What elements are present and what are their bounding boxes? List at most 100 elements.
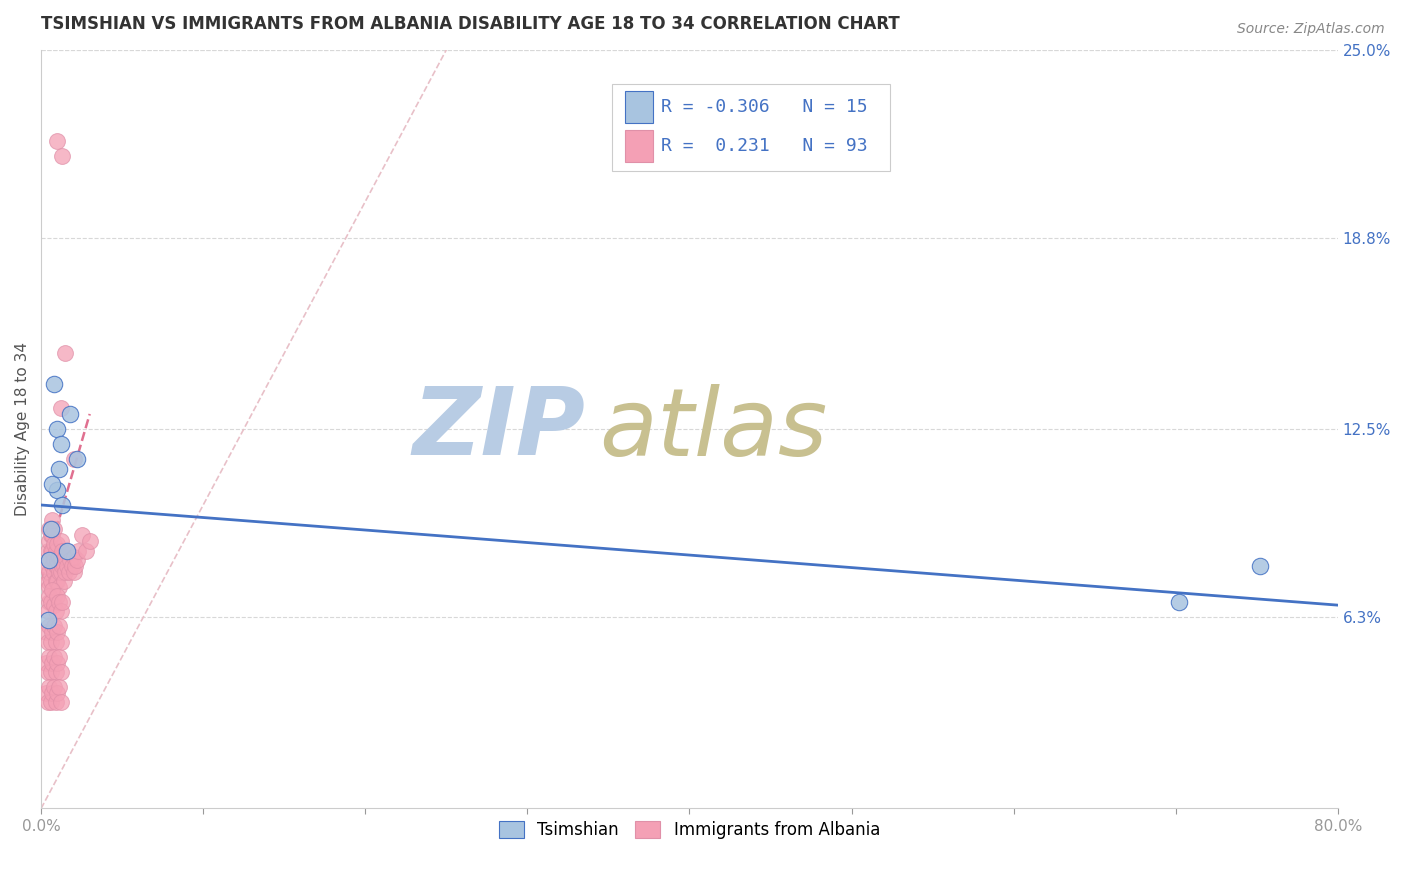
Point bbox=[42, 619, 65, 633]
Y-axis label: Disability Age 18 to 34: Disability Age 18 to 34 bbox=[15, 343, 30, 516]
Point bbox=[45, 665, 67, 679]
Point bbox=[42, 522, 65, 536]
Point bbox=[49, 437, 72, 451]
Text: ZIP: ZIP bbox=[413, 384, 586, 475]
Point bbox=[38, 522, 60, 536]
Point bbox=[41, 582, 63, 597]
Point bbox=[49, 634, 72, 648]
Point bbox=[46, 537, 69, 551]
Point bbox=[38, 589, 60, 603]
Point bbox=[37, 574, 59, 588]
Point bbox=[48, 549, 70, 564]
Point bbox=[37, 543, 59, 558]
Point bbox=[51, 558, 73, 573]
Point bbox=[42, 680, 65, 694]
Point bbox=[37, 613, 59, 627]
Point bbox=[62, 565, 84, 579]
Point bbox=[42, 598, 65, 612]
Point bbox=[37, 665, 59, 679]
Point bbox=[39, 665, 62, 679]
Point bbox=[42, 649, 65, 664]
FancyBboxPatch shape bbox=[624, 91, 654, 123]
Point bbox=[45, 543, 67, 558]
Point bbox=[51, 498, 73, 512]
Point bbox=[67, 543, 90, 558]
Text: atlas: atlas bbox=[599, 384, 827, 475]
Point bbox=[39, 634, 62, 648]
Point bbox=[49, 604, 72, 618]
Point bbox=[45, 695, 67, 709]
Point bbox=[48, 565, 70, 579]
Point bbox=[35, 625, 58, 640]
Point bbox=[56, 543, 79, 558]
Point bbox=[38, 595, 60, 609]
Point bbox=[79, 534, 101, 549]
Point bbox=[38, 580, 60, 594]
Point bbox=[59, 407, 82, 421]
Point bbox=[38, 565, 60, 579]
Point bbox=[35, 656, 58, 670]
Point bbox=[48, 680, 70, 694]
Point bbox=[38, 552, 60, 566]
Point bbox=[46, 558, 69, 573]
Point bbox=[42, 589, 65, 603]
Point bbox=[42, 552, 65, 566]
Point bbox=[45, 604, 67, 618]
Point bbox=[48, 580, 70, 594]
Point bbox=[37, 604, 59, 618]
Point bbox=[39, 543, 62, 558]
Point bbox=[38, 552, 60, 566]
Point bbox=[46, 574, 69, 588]
Point bbox=[49, 534, 72, 549]
Point bbox=[1167, 595, 1189, 609]
Point bbox=[35, 686, 58, 700]
Point bbox=[55, 565, 77, 579]
Point bbox=[37, 695, 59, 709]
Point bbox=[46, 686, 69, 700]
Point bbox=[45, 574, 67, 588]
Point bbox=[46, 589, 69, 603]
Point bbox=[39, 595, 62, 609]
Point bbox=[52, 558, 75, 573]
Point bbox=[70, 528, 93, 542]
Point bbox=[38, 680, 60, 694]
Point bbox=[62, 452, 84, 467]
Point bbox=[46, 134, 69, 148]
Point bbox=[66, 552, 89, 566]
Point bbox=[41, 528, 63, 542]
Point bbox=[46, 656, 69, 670]
Point bbox=[76, 543, 98, 558]
Point bbox=[41, 686, 63, 700]
Point bbox=[63, 558, 86, 573]
Point bbox=[48, 595, 70, 609]
Point bbox=[39, 574, 62, 588]
Point bbox=[1249, 558, 1271, 573]
Point bbox=[46, 552, 69, 566]
Text: Source: ZipAtlas.com: Source: ZipAtlas.com bbox=[1237, 22, 1385, 37]
Point bbox=[51, 149, 73, 163]
Point bbox=[46, 483, 69, 497]
Point bbox=[41, 625, 63, 640]
Point bbox=[39, 695, 62, 709]
Point bbox=[49, 401, 72, 415]
Point bbox=[41, 543, 63, 558]
Point bbox=[46, 625, 69, 640]
Point bbox=[48, 649, 70, 664]
FancyBboxPatch shape bbox=[624, 130, 654, 162]
Point bbox=[45, 634, 67, 648]
Point bbox=[37, 634, 59, 648]
Point bbox=[35, 558, 58, 573]
Point bbox=[51, 595, 73, 609]
Point bbox=[49, 565, 72, 579]
Point bbox=[58, 565, 80, 579]
Point bbox=[49, 695, 72, 709]
Text: R = -0.306   N = 15: R = -0.306 N = 15 bbox=[661, 98, 868, 116]
Point bbox=[39, 522, 62, 536]
Point bbox=[49, 665, 72, 679]
Text: TSIMSHIAN VS IMMIGRANTS FROM ALBANIA DISABILITY AGE 18 TO 34 CORRELATION CHART: TSIMSHIAN VS IMMIGRANTS FROM ALBANIA DIS… bbox=[41, 15, 900, 33]
Point bbox=[56, 543, 79, 558]
Point bbox=[41, 558, 63, 573]
Text: R =  0.231   N = 93: R = 0.231 N = 93 bbox=[661, 137, 868, 155]
Point bbox=[41, 656, 63, 670]
Point bbox=[60, 558, 83, 573]
